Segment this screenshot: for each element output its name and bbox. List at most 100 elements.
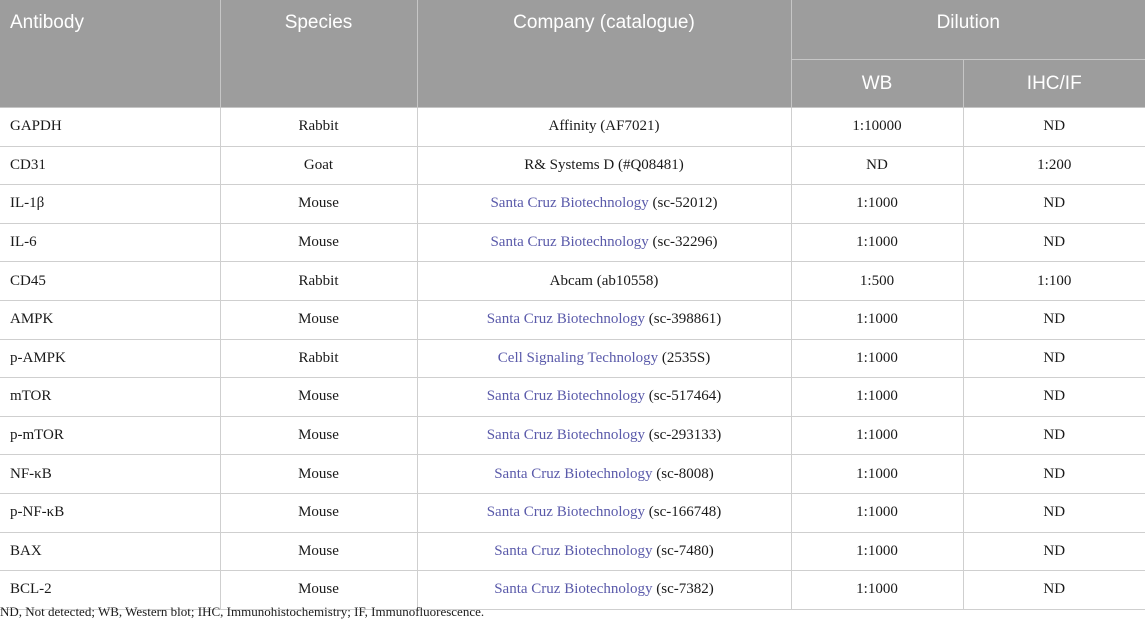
table-row: IL-6 Mouse Santa Cruz Biotechnology (sc-32… bbox=[0, 223, 1145, 263]
cell-ihc-if: ND bbox=[963, 570, 1145, 610]
cell-species: Mouse bbox=[220, 570, 418, 610]
cell-antibody: CD45 bbox=[0, 261, 221, 301]
cell-wb: 1:1000 bbox=[791, 339, 964, 379]
table-row: CD31 Goat R& Systems D (#Q08481) ND 1:200 bbox=[0, 146, 1145, 186]
company-catalogue: (sc-32296) bbox=[648, 234, 718, 251]
cell-ihc-if: ND bbox=[963, 223, 1145, 263]
cell-species: Mouse bbox=[220, 300, 418, 340]
cell-ihc-if: ND bbox=[963, 377, 1145, 417]
cell-ihc-if: 1:200 bbox=[963, 146, 1145, 186]
cell-wb: 1:10000 bbox=[791, 107, 964, 147]
cell-company: Santa Cruz Biotechnology (sc-7382) bbox=[417, 570, 792, 610]
cell-species: Mouse bbox=[220, 223, 418, 263]
cell-wb: ND bbox=[791, 146, 964, 186]
cell-company: Santa Cruz Biotechnology (sc-398861) bbox=[417, 300, 792, 340]
cell-wb: 1:500 bbox=[791, 261, 964, 301]
cell-antibody: p-mTOR bbox=[0, 416, 221, 456]
company-link[interactable]: Santa Cruz Biotechnology bbox=[494, 542, 653, 559]
cell-species: Mouse bbox=[220, 493, 418, 533]
cell-company: Santa Cruz Biotechnology (sc-293133) bbox=[417, 416, 792, 456]
cell-antibody: CD31 bbox=[0, 146, 221, 186]
cell-species: Mouse bbox=[220, 184, 418, 224]
company-catalogue: (sc-52012) bbox=[648, 195, 718, 212]
company-link[interactable]: Cell Signaling Technology bbox=[497, 349, 659, 366]
cell-company: Santa Cruz Biotechnology (sc-166748) bbox=[417, 493, 792, 533]
cell-antibody: BAX bbox=[0, 532, 221, 572]
table-row: NF-κB Mouse Santa Cruz Biotechnology (sc-8… bbox=[0, 454, 1145, 494]
cell-ihc-if: ND bbox=[963, 493, 1145, 533]
cell-antibody: mTOR bbox=[0, 377, 221, 417]
cell-company: Santa Cruz Biotechnology (sc-52012) bbox=[417, 184, 792, 224]
company-catalogue: (2535S) bbox=[658, 349, 711, 366]
cell-species: Mouse bbox=[220, 377, 418, 417]
cell-antibody: IL-1β bbox=[0, 184, 221, 224]
cell-wb: 1:1000 bbox=[791, 493, 964, 533]
cell-company: Cell Signaling Technology (2535S) bbox=[417, 339, 792, 379]
cell-ihc-if: ND bbox=[963, 300, 1145, 340]
table-row: IL-1β Mouse Santa Cruz Biotechnology (sc-5… bbox=[0, 184, 1145, 224]
cell-species: Rabbit bbox=[220, 107, 418, 147]
cell-wb: 1:1000 bbox=[791, 454, 964, 494]
cell-wb: 1:1000 bbox=[791, 377, 964, 417]
cell-wb: 1:1000 bbox=[791, 532, 964, 572]
table-body: GAPDH Rabbit Affinity (AF7021) 1:10000 ND CD3… bbox=[0, 107, 1145, 610]
company-catalogue: (sc-293133) bbox=[645, 427, 722, 444]
cell-species: Goat bbox=[220, 146, 418, 186]
cell-species: Rabbit bbox=[220, 261, 418, 301]
cell-ihc-if: ND bbox=[963, 454, 1145, 494]
header-antibody: Antibody bbox=[0, 0, 221, 108]
cell-wb: 1:1000 bbox=[791, 300, 964, 340]
company-link[interactable]: Santa Cruz Biotechnology bbox=[494, 465, 653, 482]
company-catalogue: Abcam (ab10558) bbox=[549, 272, 659, 289]
company-link[interactable]: Santa Cruz Biotechnology bbox=[490, 195, 649, 212]
company-link[interactable]: Santa Cruz Biotechnology bbox=[486, 427, 646, 444]
header-dilution: Dilution bbox=[791, 0, 1145, 60]
cell-antibody: GAPDH bbox=[0, 107, 221, 147]
header-wb: WB bbox=[791, 59, 964, 108]
company-catalogue: (sc-7382) bbox=[652, 581, 714, 598]
company-catalogue: Affinity (AF7021) bbox=[548, 118, 660, 135]
cell-ihc-if: ND bbox=[963, 339, 1145, 379]
cell-antibody: AMPK bbox=[0, 300, 221, 340]
cell-antibody: BCL-2 bbox=[0, 570, 221, 610]
table-row: GAPDH Rabbit Affinity (AF7021) 1:10000 ND bbox=[0, 107, 1145, 147]
cell-ihc-if: 1:100 bbox=[963, 261, 1145, 301]
cell-company: Santa Cruz Biotechnology (sc-517464) bbox=[417, 377, 792, 417]
cell-company: Santa Cruz Biotechnology (sc-32296) bbox=[417, 223, 792, 263]
cell-wb: 1:1000 bbox=[791, 416, 964, 456]
company-link[interactable]: Santa Cruz Biotechnology bbox=[486, 504, 646, 521]
cell-antibody: p-AMPK bbox=[0, 339, 221, 379]
cell-company: Santa Cruz Biotechnology (sc-7480) bbox=[417, 532, 792, 572]
company-link[interactable]: Santa Cruz Biotechnology bbox=[486, 388, 646, 405]
cell-company: Abcam (ab10558) bbox=[417, 261, 792, 301]
company-catalogue: (sc-7480) bbox=[652, 542, 714, 559]
company-catalogue: (sc-398861) bbox=[645, 311, 722, 328]
table-row: AMPK Mouse Santa Cruz Biotechnology (sc-39… bbox=[0, 300, 1145, 340]
cell-antibody: p-NF-κB bbox=[0, 493, 221, 533]
table-row: p-mTOR Mouse Santa Cruz Biotechnology (sc-… bbox=[0, 416, 1145, 456]
header-species: Species bbox=[220, 0, 418, 108]
company-catalogue: (sc-517464) bbox=[645, 388, 722, 405]
company-catalogue: R& Systems D (#Q08481) bbox=[524, 156, 684, 173]
table-footnote: ND, Not detected; WB, Western blot; IHC,… bbox=[0, 604, 485, 619]
company-link[interactable]: Santa Cruz Biotechnology bbox=[494, 581, 653, 598]
table-row: BAX Mouse Santa Cruz Biotechnology (sc-748… bbox=[0, 532, 1145, 572]
cell-ihc-if: ND bbox=[963, 416, 1145, 456]
cell-species: Rabbit bbox=[220, 339, 418, 379]
cell-wb: 1:1000 bbox=[791, 223, 964, 263]
table-row: mTOR Mouse Santa Cruz Biotechnology (sc-51… bbox=[0, 377, 1145, 417]
header-company: Company (catalogue) bbox=[417, 0, 792, 108]
cell-company: R& Systems D (#Q08481) bbox=[417, 146, 792, 186]
cell-wb: 1:1000 bbox=[791, 570, 964, 610]
cell-ihc-if: ND bbox=[963, 184, 1145, 224]
company-link[interactable]: Santa Cruz Biotechnology bbox=[486, 311, 646, 328]
cell-company: Affinity (AF7021) bbox=[417, 107, 792, 147]
table-row: p-NF-κB Mouse Santa Cruz Biotechnology (sc… bbox=[0, 493, 1145, 533]
cell-antibody: IL-6 bbox=[0, 223, 221, 263]
table-row: p-AMPK Rabbit Cell Signaling Technology (2… bbox=[0, 339, 1145, 379]
table-row: BCL-2 Mouse Santa Cruz Biotechnology (sc-7… bbox=[0, 570, 1145, 610]
cell-company: Santa Cruz Biotechnology (sc-8008) bbox=[417, 454, 792, 494]
cell-ihc-if: ND bbox=[963, 532, 1145, 572]
company-link[interactable]: Santa Cruz Biotechnology bbox=[490, 234, 649, 251]
header-ihc-if: IHC/IF bbox=[963, 59, 1145, 108]
